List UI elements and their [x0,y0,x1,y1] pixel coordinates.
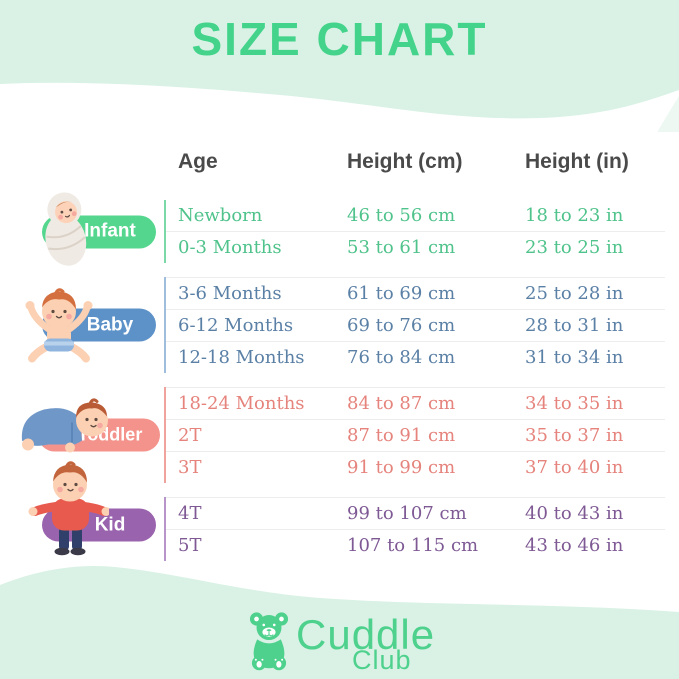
cell-height-cm: 46 to 56 cm [347,205,456,226]
table-row: 0-3 Months 53 to 61 cm 23 to 25 in [166,231,665,263]
toddler-character-illustration [21,398,108,453]
cell-height-cm: 69 to 76 cm [347,315,456,336]
infant-badge: Infant [42,191,156,266]
brand-subname: Club [352,645,412,675]
teddy-bear-icon [249,612,289,671]
cell-height-in: 35 to 37 in [525,425,624,446]
cell-height-in: 18 to 23 in [525,205,624,226]
cell-age: 3T [178,457,202,478]
brand-name: Cuddle [296,611,436,658]
column-header-height-cm: Height (cm) [347,150,463,173]
group-infant: Infant Newborn 46 to 56 cm 18 to 23 in 0-3 … [42,191,665,266]
table-body: Infant Newborn 46 to 56 cm 18 to 23 in 0-3 … [21,191,665,561]
cell-height-in: 25 to 28 in [525,283,624,304]
baby-badge-label: Baby [86,314,134,335]
kid-character-illustration [28,461,109,556]
cell-height-in: 40 to 43 in [525,503,624,524]
column-header-height-in: Height (in) [525,150,629,173]
cell-age: 6-12 Months [178,315,294,336]
table-header-row: Age Height (cm) Height (in) [166,142,665,182]
group-toddler: Toddler 18-24 Months 84 to 87 cm 34 to 35 … [21,387,665,483]
cell-height-cm: 107 to 115 cm [347,535,479,556]
cell-age: 12-18 Months [178,347,305,368]
column-header-age: Age [178,150,218,173]
table-row: 5T 107 to 115 cm 43 to 46 in [166,529,665,561]
cell-height-cm: 76 to 84 cm [347,347,456,368]
kid-rows: 4T 99 to 107 cm 40 to 43 in 5T 107 to 115 cm… [166,497,665,561]
cell-height-cm: 84 to 87 cm [347,393,456,414]
toddler-rows: 18-24 Months 84 to 87 cm 34 to 35 in 2T 87 t… [166,387,665,483]
cell-age: 2T [178,425,202,446]
infant-rows: Newborn 46 to 56 cm 18 to 23 in 0-3 Months 5… [166,200,665,263]
table-row: 6-12 Months 69 to 76 cm 28 to 31 in [166,309,665,341]
cell-age: Newborn [178,205,263,226]
cell-height-in: 37 to 40 in [525,457,624,478]
infant-character-illustration [45,191,87,266]
cell-age: 5T [178,535,202,556]
table-row: 3-6 Months 61 to 69 cm 25 to 28 in [166,277,665,309]
table-row: 4T 99 to 107 cm 40 to 43 in [166,497,665,529]
baby-rows: 3-6 Months 61 to 69 cm 25 to 28 in 6-12 Mon… [166,277,665,373]
table-row: 12-18 Months 76 to 84 cm 31 to 34 in [166,341,665,373]
table-row: 3T 91 to 99 cm 37 to 40 in [166,451,665,483]
cell-age: 0-3 Months [178,237,282,258]
group-kid: Kid 4T 99 to 107 cm 40 to 43 in 5T 107 to 11… [28,461,665,561]
baby-character-illustration [25,288,93,363]
kid-badge: Kid [28,461,156,556]
cell-height-cm: 61 to 69 cm [347,283,456,304]
table-row: 18-24 Months 84 to 87 cm 34 to 35 in [166,387,665,419]
table-row: Newborn 46 to 56 cm 18 to 23 in [166,200,665,231]
infant-badge-label: Infant [84,220,136,242]
table-row: 2T 87 to 91 cm 35 to 37 in [166,419,665,451]
group-baby: Baby 3-6 Months 61 to 69 cm 25 to 28 in 6-1… [25,277,665,373]
cell-height-cm: 91 to 99 cm [347,457,456,478]
cell-height-in: 28 to 31 in [525,315,624,336]
kid-badge-label: Kid [94,514,126,536]
cell-height-cm: 53 to 61 cm [347,237,456,258]
cell-age: 18-24 Months [178,393,305,414]
cell-height-cm: 87 to 91 cm [347,425,456,446]
cell-height-cm: 99 to 107 cm [347,503,467,524]
cell-age: 4T [178,503,202,524]
page-title: SIZE CHART [191,13,488,65]
cell-age: 3-6 Months [178,283,282,304]
toddler-badge: Toddler [21,398,160,453]
cell-height-in: 43 to 46 in [525,535,624,556]
cell-height-in: 23 to 25 in [525,237,624,258]
cell-height-in: 34 to 35 in [525,393,624,414]
size-table: Age Height (cm) Height (in) [0,142,679,575]
baby-badge: Baby [25,288,156,363]
cell-height-in: 31 to 34 in [525,347,624,368]
